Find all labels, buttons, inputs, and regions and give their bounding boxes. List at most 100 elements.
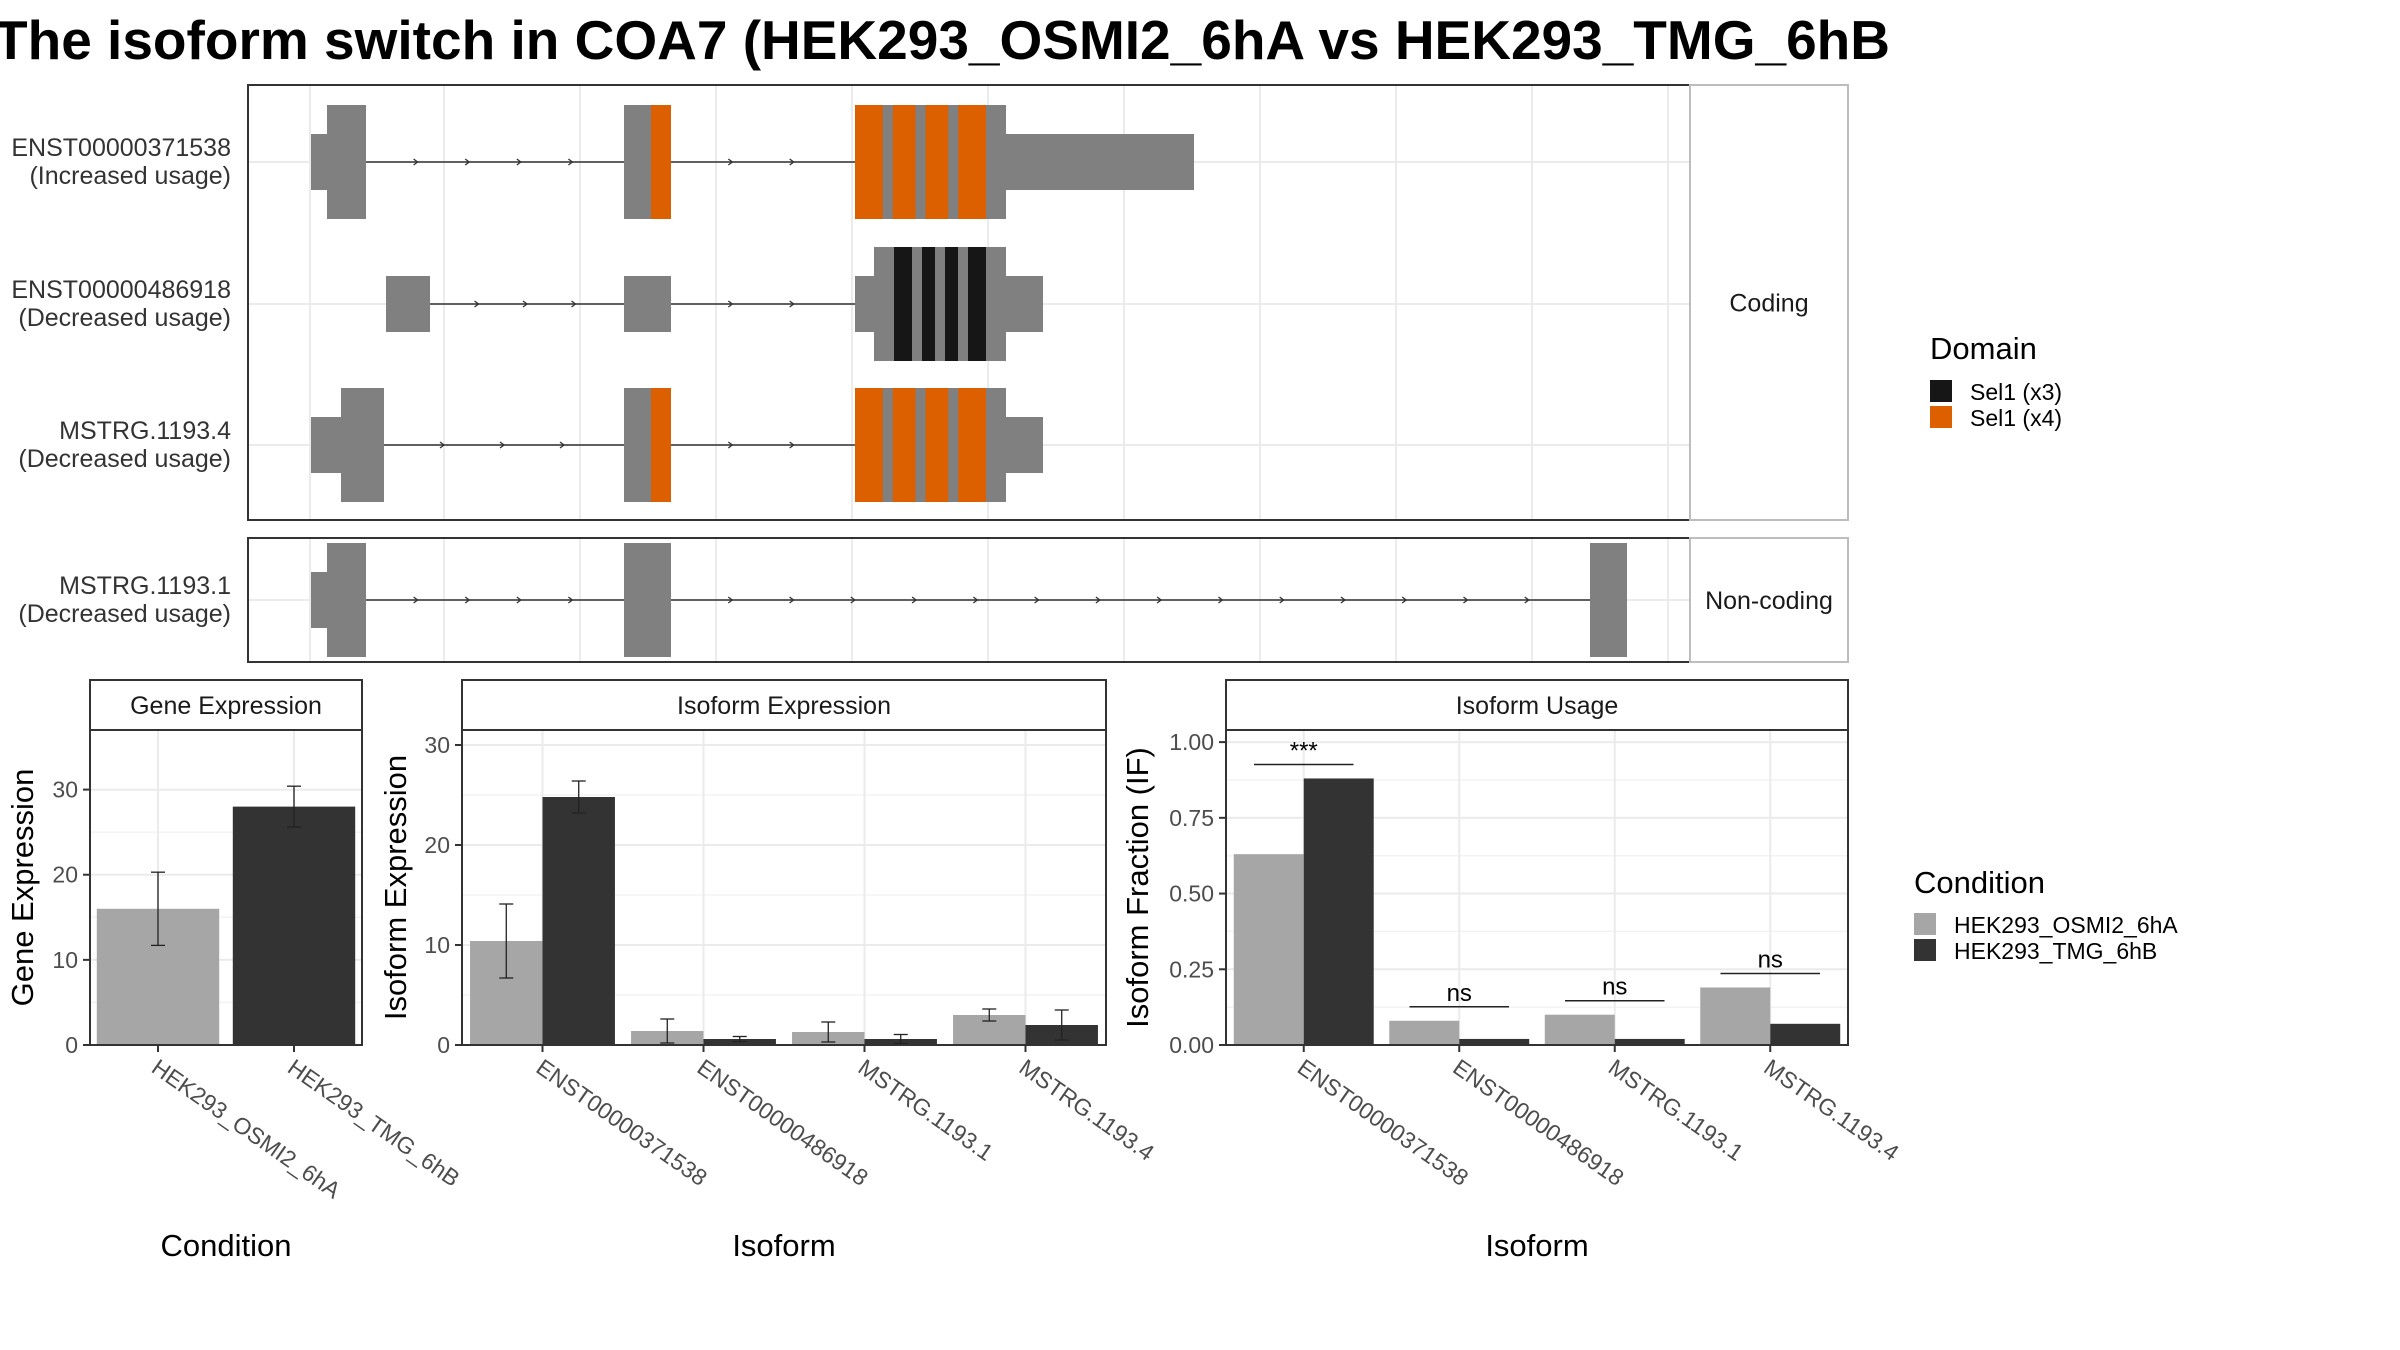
y-axis-title: Isoform Expression	[378, 755, 413, 1020]
y-axis-title: Isoform Fraction (IF)	[1120, 747, 1155, 1028]
x-axis-title: Isoform	[732, 1228, 835, 1263]
x-tick-label: ENST00000486918	[1448, 1054, 1628, 1191]
intron-arrow	[474, 300, 480, 308]
isoform-usage-label: (Increased usage)	[29, 162, 231, 190]
panel-title: Isoform Expression	[677, 692, 891, 720]
chart-panel: Isoform Expression 0 10 20 30 ENST00000371538…	[378, 679, 1160, 1263]
sel1-domain-block	[958, 388, 986, 502]
exon-block	[386, 276, 430, 332]
sel1-domain-block	[892, 388, 916, 502]
intron-arrow	[1279, 596, 1285, 604]
facet-strip	[1689, 537, 1849, 663]
condition-legend-title: Condition	[1914, 865, 2045, 900]
sel1-domain-block	[922, 247, 935, 361]
bar	[1459, 1038, 1530, 1045]
domain-legend-label: Sel1 (x3)	[1970, 379, 2062, 405]
isoform-usage-label: (Decreased usage)	[18, 600, 231, 628]
y-tick-label: 30	[424, 732, 450, 758]
exon-block	[624, 276, 671, 332]
sel1-domain-block	[968, 247, 986, 361]
intron-arrow	[727, 158, 734, 166]
bar	[1389, 1020, 1460, 1045]
condition-legend-swatch	[1914, 939, 1936, 961]
sel1-domain-block	[894, 247, 912, 361]
exon-block	[874, 247, 1006, 361]
sel1-domain-block	[945, 247, 958, 361]
intron-arrow	[789, 441, 795, 449]
x-tick-label: ENST00000371538	[1293, 1054, 1473, 1191]
intron-arrow	[727, 596, 734, 604]
significance-label: ns	[1602, 974, 1627, 1001]
intron-arrow	[1218, 596, 1224, 604]
isoform-id-label: ENST00000486918	[11, 276, 231, 304]
bar	[1544, 1014, 1615, 1045]
y-tick-label: 10	[424, 932, 450, 958]
intron-arrow	[571, 300, 577, 308]
y-tick-label: 0.50	[1169, 881, 1214, 907]
facet-strip	[1689, 84, 1849, 521]
bar	[1700, 987, 1771, 1045]
bar	[1233, 854, 1304, 1045]
intron-arrow	[464, 596, 471, 604]
y-tick-label: 0	[65, 1032, 78, 1058]
sel1-domain-block	[855, 105, 883, 219]
panel-strip	[1225, 679, 1849, 731]
facet-label: Coding	[1729, 290, 1808, 318]
intron-arrow	[413, 158, 419, 166]
isoform-id-label: ENST00000371538	[11, 134, 231, 162]
x-tick-label: ENST00000486918	[693, 1054, 873, 1191]
x-tick-label: MSTRG.1193.4	[1015, 1054, 1160, 1166]
exon-block	[1590, 543, 1627, 657]
sel1-domain-block	[892, 105, 916, 219]
bar	[1303, 778, 1374, 1045]
intron-arrow	[499, 441, 506, 449]
intron-arrow	[568, 158, 574, 166]
panel-title: Isoform Usage	[1456, 692, 1619, 720]
intron-arrow	[1524, 596, 1530, 604]
sel1-domain-block	[958, 105, 986, 219]
condition-legend-label: HEK293_OSMI2_6hA	[1954, 912, 2178, 938]
intron-arrow	[413, 596, 419, 604]
panel-strip	[89, 679, 363, 731]
domain-legend-swatch	[1930, 406, 1952, 428]
y-tick-label: 0.75	[1169, 805, 1214, 831]
intron-arrow	[1095, 596, 1101, 604]
legends: Domain Sel1 (x3)Sel1 (x4) Condition HEK293_…	[1914, 331, 2178, 964]
exon-block	[327, 105, 366, 219]
panel-strip	[461, 679, 1107, 731]
chart-panel: Gene Expression0102030HEK293_OSMI2_6hAHE…	[5, 679, 465, 1263]
domain-legend-title: Domain	[1930, 331, 2037, 366]
x-tick-label: MSTRG.1193.1	[854, 1054, 998, 1166]
utr-block	[1006, 134, 1194, 190]
y-tick-label: 20	[52, 862, 78, 888]
y-tick-label: 10	[52, 947, 78, 973]
intron-arrow	[522, 300, 529, 308]
intron-arrow	[1401, 596, 1408, 604]
significance-label: ***	[1290, 737, 1318, 764]
bar	[542, 797, 615, 1045]
intron-arrow	[516, 158, 522, 166]
intron-arrow	[727, 441, 734, 449]
intron-arrow	[439, 441, 446, 449]
y-tick-label: 0	[437, 1032, 450, 1058]
intron-arrow	[559, 441, 566, 449]
intron-arrow	[1340, 596, 1347, 604]
exon-block	[624, 105, 651, 219]
intron-arrow	[789, 300, 795, 308]
intron-arrow	[850, 596, 856, 604]
figure-title: The isoform switch in COA7 (HEK293_OSMI2…	[0, 9, 1890, 71]
y-axis-title: Gene Expression	[5, 769, 40, 1007]
isoform-structure-panel: Coding Non-coding ENST00000371538(Increase…	[11, 84, 1849, 663]
isoform-id-label: MSTRG.1193.1	[59, 572, 231, 600]
exon-block	[327, 543, 366, 657]
exon-block	[624, 543, 671, 657]
isoform-usage-label: (Decreased usage)	[18, 445, 231, 473]
isoform-usage-label: (Decreased usage)	[18, 304, 231, 332]
intron-arrow	[727, 300, 734, 308]
bar	[232, 806, 356, 1045]
x-tick-label: MSTRG.1193.1	[1604, 1054, 1748, 1166]
y-tick-label: 0.00	[1169, 1032, 1214, 1058]
isoform-id-label: MSTRG.1193.4	[59, 417, 231, 445]
significance-label: ns	[1758, 946, 1783, 973]
